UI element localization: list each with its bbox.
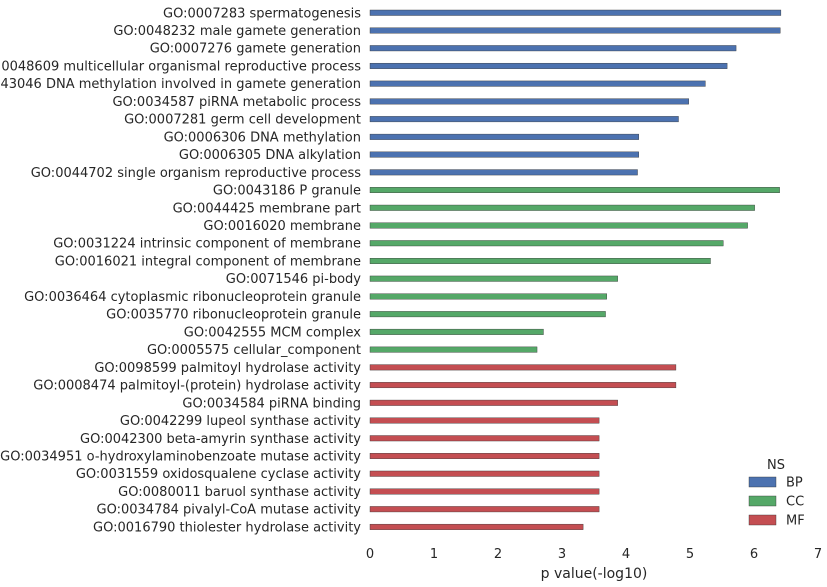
category-label: GO:0036464 cytoplasmic ribonucleoprotein… [24, 290, 361, 305]
category-label: GO:0007283 spermatogenesis [163, 6, 361, 21]
bar [369, 328, 544, 335]
bar [369, 470, 600, 477]
bar [369, 204, 755, 211]
bar [369, 382, 677, 389]
category-label: GO:0005575 cellular_component [147, 343, 361, 358]
category-label: GO:0016020 membrane [203, 219, 361, 234]
category-label: GO:0048609 multicellular organismal repr… [0, 59, 361, 74]
legend-label: BP [786, 476, 803, 491]
category-label: GO:0098599 palmitoyl hydrolase activity [94, 361, 361, 376]
legend-swatch [748, 514, 777, 526]
category-label: GO:0016790 thiolester hydrolase activity [93, 520, 361, 535]
bar [369, 151, 639, 158]
legend-label: CC [786, 495, 804, 510]
category-label: GO:0080011 baruol synthase activity [118, 485, 361, 500]
bar [369, 45, 737, 52]
bar [369, 488, 600, 495]
bar [369, 116, 679, 123]
category-label: GO:0031224 intrinsic component of membra… [53, 237, 361, 252]
category-label: GO:0048232 male gamete generation [113, 24, 361, 39]
category-label: GO:0043186 P granule [213, 184, 361, 199]
legend-title: NS [767, 458, 785, 473]
category-label: GO:0034584 piRNA binding [182, 396, 361, 411]
bar [369, 133, 639, 140]
legend-label: MF [786, 514, 805, 529]
bar [369, 80, 706, 87]
bars-layer [369, 9, 782, 530]
x-tick-label: 0 [366, 547, 374, 562]
bar [369, 275, 618, 282]
x-axis: 0 1 2 3 4 5 6 7 [366, 547, 822, 562]
bar [369, 506, 600, 513]
bar [369, 169, 638, 176]
x-tick-label: 7 [814, 547, 822, 562]
bar [369, 453, 600, 459]
bar [369, 364, 677, 371]
category-label: GO:0008474 palmitoyl-(protein) hydrolase… [33, 379, 361, 394]
category-label: GO:0034951 o-hydroxylaminobenzoate mutas… [0, 450, 361, 465]
category-label: GO:0031559 oxidosqualene cyclase activit… [76, 467, 361, 482]
bar [369, 62, 728, 69]
bar [369, 293, 608, 300]
x-tick-label: 3 [558, 547, 566, 562]
x-axis-label: p value(-log10) [541, 566, 648, 582]
category-label: GO:0042555 MCM complex [184, 325, 362, 340]
category-labels: GO:0007283 spermatogenesis GO:0048232 mal… [0, 6, 361, 535]
category-label: GO:0044702 single organism reproductive … [31, 166, 361, 181]
legend-swatch [748, 495, 777, 507]
bar [369, 27, 781, 34]
bar [369, 311, 606, 318]
x-tick-label: 4 [622, 547, 630, 562]
category-label: GO:0007276 gamete generation [150, 42, 361, 57]
bar [369, 523, 584, 530]
x-tick-label: 2 [494, 547, 502, 562]
bar [369, 98, 689, 105]
bar [369, 435, 600, 442]
category-label: GO:0016021 integral component of membran… [55, 254, 361, 269]
bar [369, 9, 782, 16]
category-label: GO:0042299 lupeol synthase activity [120, 414, 361, 429]
category-label: GO:0043046 DNA methylation involved in g… [0, 77, 361, 92]
bar [369, 222, 748, 229]
category-label: GO:0034587 piRNA metabolic process [112, 95, 361, 110]
category-label: GO:0035770 ribonucleoprotein granule [106, 308, 361, 323]
category-label: GO:0044425 membrane part [173, 201, 361, 216]
category-label: GO:0006306 DNA methylation [164, 130, 361, 145]
category-label: GO:0071546 pi-body [226, 272, 361, 287]
category-label: GO:0042300 beta-amyrin synthase activity [80, 432, 361, 447]
bar [369, 399, 618, 406]
x-tick-label: 5 [686, 547, 694, 562]
x-tick-label: 1 [430, 547, 438, 562]
x-tick-label: 6 [750, 547, 758, 562]
legend-swatch [748, 476, 777, 488]
bar [369, 187, 780, 194]
bar [369, 346, 538, 353]
bar [369, 240, 724, 247]
bar [369, 258, 711, 264]
category-label: GO:0006305 DNA alkylation [179, 148, 361, 163]
category-label: GO:0007281 germ cell development [124, 113, 361, 128]
bar [369, 417, 600, 424]
category-label: GO:0034784 pivalyl-CoA mutase activity [97, 503, 362, 518]
